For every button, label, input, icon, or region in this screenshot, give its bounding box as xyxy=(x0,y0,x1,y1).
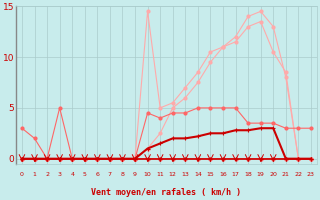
X-axis label: Vent moyen/en rafales ( km/h ): Vent moyen/en rafales ( km/h ) xyxy=(92,188,242,197)
